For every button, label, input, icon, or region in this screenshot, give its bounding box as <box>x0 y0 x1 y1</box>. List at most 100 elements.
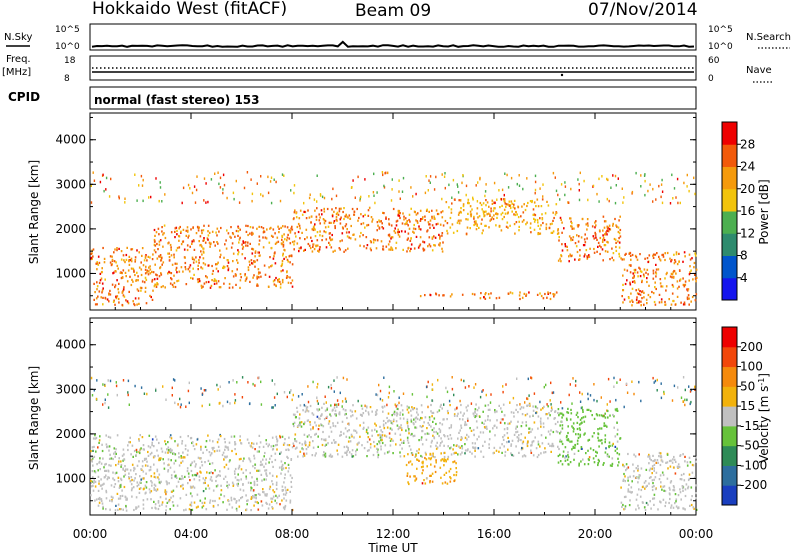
echo-cell <box>683 479 686 482</box>
echo-cell <box>351 435 353 438</box>
echo-cell <box>637 469 639 472</box>
echo-cell <box>247 224 249 228</box>
echo-cell <box>403 455 406 458</box>
echo-cell <box>652 376 654 380</box>
echo-cell <box>518 229 520 232</box>
echo-cell <box>467 212 469 215</box>
echo-cell <box>133 479 135 482</box>
echo-cell <box>161 503 163 506</box>
echo-cell <box>586 228 588 231</box>
echo-cell <box>379 220 381 223</box>
echo-cell <box>692 464 695 467</box>
echo-cell <box>197 280 199 284</box>
echo-cell <box>658 293 661 296</box>
echo-cell <box>428 243 431 246</box>
echo-cell <box>533 392 536 395</box>
echo-cell <box>118 196 120 200</box>
echo-cell <box>237 234 239 237</box>
echo-cell <box>326 408 328 411</box>
echo-cell <box>293 425 295 428</box>
echo-cell <box>237 253 239 256</box>
echo-cell <box>690 388 693 392</box>
echo-cell <box>280 472 282 475</box>
echo-cell <box>615 409 617 412</box>
echo-cell <box>302 448 304 451</box>
echo-cell <box>488 205 490 208</box>
echo-cell <box>559 424 561 427</box>
echo-cell <box>522 187 524 191</box>
echo-cell <box>201 501 204 504</box>
echo-cell <box>421 217 424 220</box>
echo-cell <box>579 428 581 431</box>
echo-cell <box>321 406 323 409</box>
echo-cell <box>690 300 692 303</box>
echo-cell <box>397 228 399 231</box>
echo-region <box>444 197 559 236</box>
echo-cell <box>629 300 631 303</box>
echo-cell <box>658 184 660 188</box>
echo-cell <box>170 437 173 440</box>
echo-cell <box>510 420 512 423</box>
echo-cell <box>155 387 157 391</box>
echo-cell <box>256 483 259 486</box>
echo-cell <box>424 219 426 222</box>
echo-cell <box>144 458 146 461</box>
echo-cell <box>577 436 580 439</box>
echo-cell <box>215 267 218 270</box>
echo-cell <box>90 485 93 488</box>
echo-cell <box>399 451 401 454</box>
echo-cell <box>156 488 159 491</box>
echo-cell <box>177 480 180 483</box>
echo-cell <box>315 215 318 218</box>
echo-cell <box>406 439 409 442</box>
echo-cell <box>246 499 248 502</box>
echo-cell <box>682 277 684 280</box>
echo-cell <box>444 172 446 175</box>
echo-cell <box>168 482 170 485</box>
echo-cell <box>329 243 331 246</box>
echo-cell <box>571 225 573 228</box>
echo-cell <box>415 235 418 238</box>
echo-cell <box>659 500 661 503</box>
echo-cell <box>253 483 256 487</box>
echo-cell <box>128 260 130 263</box>
echo-cell <box>118 486 121 489</box>
echo-cell <box>484 224 486 227</box>
echo-cell <box>392 439 394 442</box>
echo-cell <box>633 392 635 396</box>
echo-cell <box>155 285 158 288</box>
echo-cell <box>368 206 371 209</box>
echo-cell <box>239 273 242 276</box>
echo-cell <box>296 242 299 245</box>
echo-cell <box>596 451 598 454</box>
echo-cell <box>597 241 600 244</box>
echo-cell <box>407 246 410 249</box>
velocity-data <box>90 376 698 512</box>
echo-cell <box>230 246 233 249</box>
echo-cell <box>262 246 265 249</box>
echo-cell <box>178 456 180 459</box>
echo-cell <box>670 506 672 509</box>
echo-cell <box>443 473 446 476</box>
echo-cell <box>580 422 582 425</box>
echo-cell <box>220 493 222 496</box>
echo-cell <box>416 220 419 223</box>
echo-cell <box>687 288 690 291</box>
echo-cell <box>298 417 301 420</box>
echo-cell <box>178 246 181 249</box>
echo-cell <box>514 207 516 210</box>
echo-cell <box>398 401 400 405</box>
echo-region <box>90 433 294 512</box>
echo-cell <box>688 253 691 256</box>
echo-cell <box>254 250 257 253</box>
freq-unit: [MHz] <box>2 67 31 78</box>
echo-cell <box>430 403 432 407</box>
echo-cell <box>365 247 368 250</box>
echo-cell <box>566 458 569 461</box>
echo-cell <box>374 239 377 242</box>
echo-cell <box>262 231 265 234</box>
echo-cell <box>473 434 475 437</box>
echo-cell <box>317 428 320 431</box>
echo-cell <box>159 267 161 270</box>
